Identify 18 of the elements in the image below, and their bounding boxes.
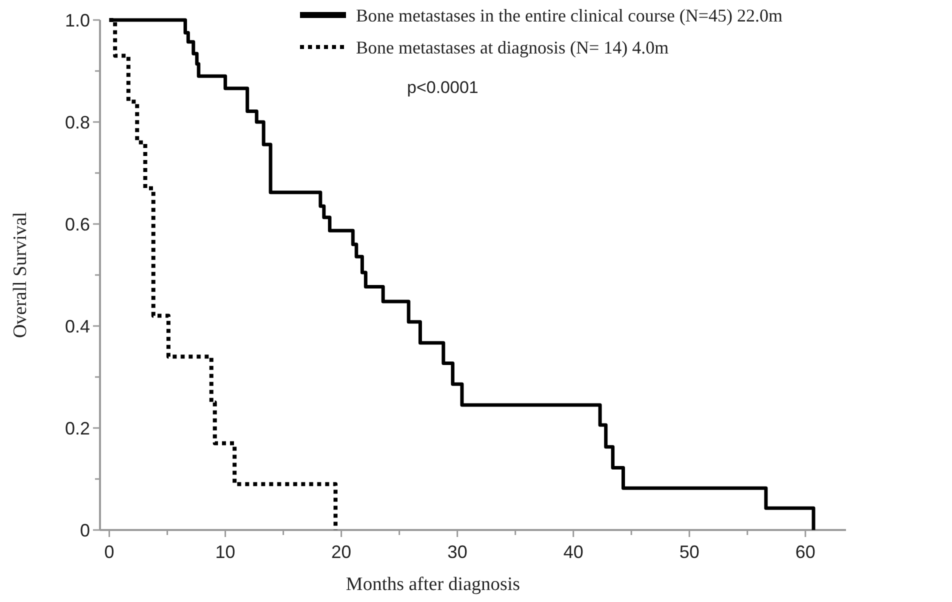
annotation: p<0.0001 xyxy=(407,78,478,97)
x-axis-title: Months after diagnosis xyxy=(346,574,520,595)
y-tick-label: 0.4 xyxy=(64,316,90,336)
legend-label: Bone metastases at diagnosis (N= 14) 4.0m xyxy=(356,37,669,58)
legend-label: Bone metastases in the entire clinical course (N=45) 22.0m xyxy=(356,5,783,26)
x-tick-label: 20 xyxy=(331,542,352,562)
x-tick-label: 10 xyxy=(215,542,236,562)
y-tick-label: 1.0 xyxy=(64,10,90,30)
x-tick-label: 40 xyxy=(563,542,584,562)
x-tick-label: 30 xyxy=(447,542,468,562)
x-tick-label: 50 xyxy=(679,542,700,562)
y-axis-title: Overall Survival xyxy=(10,212,31,338)
x-tick-label: 60 xyxy=(795,542,816,562)
y-tick-label: 0 xyxy=(80,520,90,540)
y-tick-label: 0.6 xyxy=(64,214,90,234)
y-tick-label: 0.8 xyxy=(64,112,90,132)
x-tick-label: 0 xyxy=(104,542,114,562)
y-tick-label: 0.2 xyxy=(64,418,90,438)
